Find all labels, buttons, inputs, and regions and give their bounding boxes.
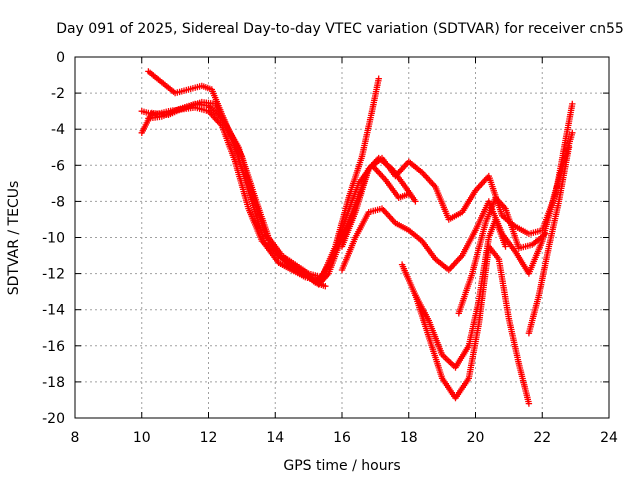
x-tick-label: 20	[467, 430, 485, 446]
series-track-9	[455, 194, 549, 317]
series-track-4	[138, 104, 329, 290]
y-axis-ticks: 0 -2 -4 -6 -8 -10 -12 -14 -16 -18 -20	[42, 50, 609, 427]
data-point	[565, 144, 573, 151]
y-tick-label: -20	[42, 411, 65, 427]
data-point	[542, 230, 549, 238]
x-tick-label: 12	[200, 430, 218, 446]
x-axis-ticks: 8 10 12 14 16 18 20 22 24	[71, 57, 618, 446]
y-tick-label: -10	[42, 231, 65, 247]
x-tick-label: 18	[400, 430, 418, 446]
series-track-8	[412, 216, 509, 371]
y-tick-label: -2	[51, 86, 65, 102]
y-axis-label: SDTVAR / TECUs	[6, 181, 22, 296]
y-tick-label: -16	[42, 339, 65, 355]
data-point	[569, 129, 576, 136]
data-point	[525, 400, 533, 407]
x-axis-label: GPS time / hours	[283, 458, 400, 474]
x-tick-label: 16	[333, 430, 351, 446]
data-point	[412, 198, 419, 205]
y-tick-label: -8	[51, 194, 65, 210]
data-point	[502, 243, 509, 250]
x-tick-label: 14	[266, 430, 284, 446]
chart-title: Day 091 of 2025, Sidereal Day-to-day VTE…	[56, 21, 624, 37]
data-point	[569, 100, 576, 108]
y-tick-label: 0	[56, 50, 65, 66]
y-tick-label: -18	[42, 375, 65, 391]
data-point	[405, 191, 412, 198]
series-track-6	[338, 129, 576, 277]
x-tick-label: 10	[133, 430, 151, 446]
data-point	[375, 75, 382, 82]
x-tick-label: 24	[600, 430, 618, 446]
y-tick-label: -4	[51, 122, 65, 138]
data-point	[322, 283, 329, 290]
x-tick-label: 22	[533, 430, 551, 446]
y-tick-label: -14	[42, 303, 65, 319]
x-tick-label: 8	[71, 430, 80, 446]
series-track-10	[525, 144, 573, 337]
data-series	[138, 68, 576, 407]
y-tick-label: -6	[51, 158, 65, 174]
y-tick-label: -12	[42, 267, 65, 283]
